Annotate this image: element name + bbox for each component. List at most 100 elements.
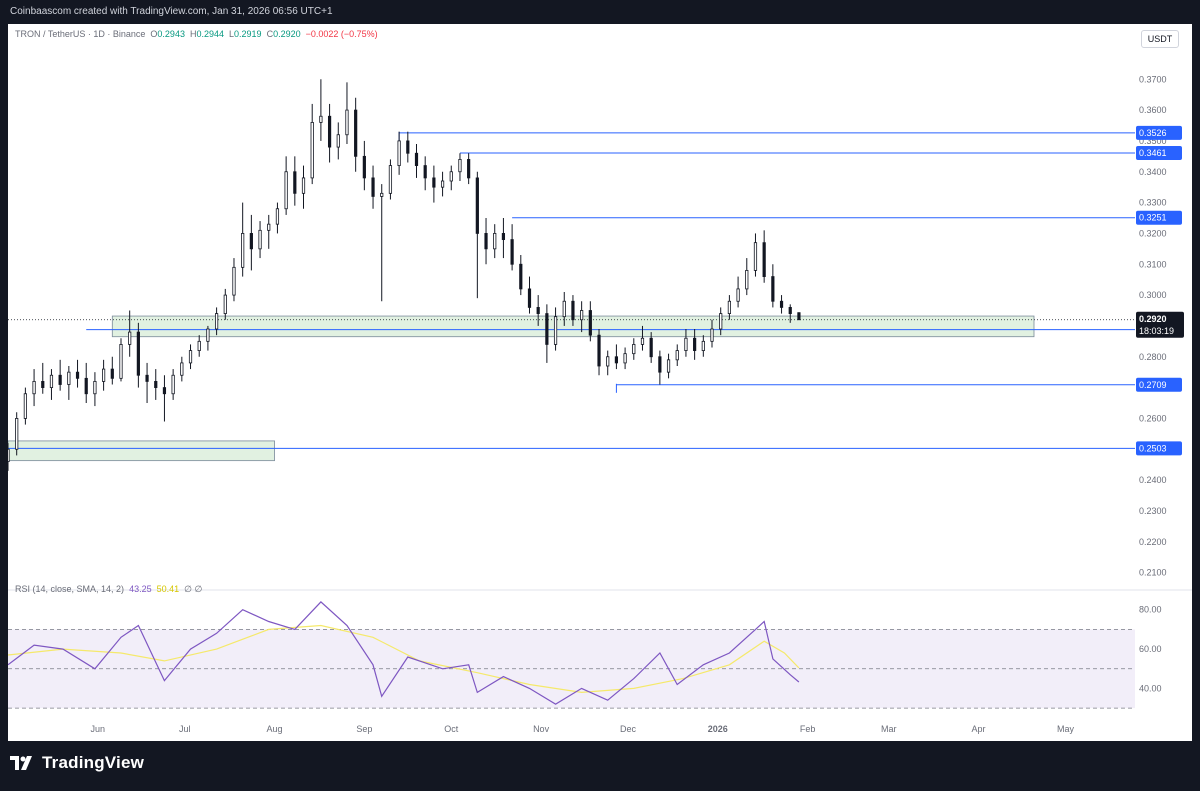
candle-body[interactable] (102, 368, 106, 382)
candle-body[interactable] (779, 300, 784, 308)
candle-body[interactable] (397, 140, 401, 166)
candle-body[interactable] (580, 310, 584, 321)
candle-body[interactable] (345, 109, 349, 136)
support-zone[interactable] (8, 440, 275, 462)
candle-body[interactable] (753, 242, 758, 271)
currency-button[interactable]: USDT (1141, 30, 1179, 48)
candle-body[interactable] (380, 192, 384, 197)
candle-body[interactable] (197, 340, 201, 351)
candle-body[interactable] (249, 233, 253, 250)
candle-body[interactable] (284, 171, 288, 210)
candle-body[interactable] (128, 331, 132, 345)
candle-body[interactable] (588, 310, 592, 336)
candle-body[interactable] (493, 233, 497, 250)
candle-body[interactable] (458, 159, 462, 173)
candle-body[interactable] (93, 381, 97, 395)
rsi-line[interactable] (8, 601, 800, 705)
candle-body[interactable] (162, 387, 167, 395)
candle-body[interactable] (736, 288, 740, 302)
candle-body[interactable] (214, 313, 219, 330)
candle-body[interactable] (110, 368, 114, 379)
candle-body[interactable] (710, 328, 714, 342)
candle-body[interactable] (501, 233, 506, 240)
candle-body[interactable] (675, 350, 679, 361)
candle-body[interactable] (649, 337, 653, 358)
candle-body[interactable] (32, 381, 36, 395)
candle-body[interactable] (301, 177, 306, 194)
candle-body[interactable] (771, 276, 775, 302)
candle-body[interactable] (423, 165, 427, 179)
candle-body[interactable] (484, 233, 488, 250)
candle-body[interactable] (23, 393, 27, 419)
candle-body[interactable] (145, 374, 149, 382)
candle-body[interactable] (527, 288, 532, 308)
candle-body[interactable] (58, 374, 62, 385)
candle-body[interactable] (701, 340, 705, 351)
candle-body[interactable] (327, 115, 332, 148)
candle-body[interactable] (406, 140, 410, 154)
candle-body[interactable] (171, 374, 175, 395)
candle-body[interactable] (536, 307, 540, 314)
candle-body[interactable] (258, 229, 262, 250)
candle-body[interactable] (510, 239, 514, 265)
candle-body[interactable] (336, 134, 340, 148)
candle-body[interactable] (467, 159, 471, 179)
candle-body[interactable] (597, 334, 601, 367)
candle-body[interactable] (519, 263, 523, 290)
candle-body[interactable] (232, 266, 236, 296)
chart-canvas[interactable]: 0.3700 0.3600 0.3500 0.3400 0.3300 0.3200 0.31… (8, 24, 1192, 741)
chart-panel[interactable]: 0.3700 0.3600 0.3500 0.3400 0.3300 0.3200 0.31… (8, 24, 1192, 741)
candle-body[interactable] (745, 270, 749, 290)
candle-body[interactable] (136, 331, 140, 376)
tradingview-logo[interactable]: TradingView (10, 753, 144, 773)
candle-body[interactable] (275, 208, 280, 225)
symbol-title[interactable]: TRON / TetherUS · 1D · Binance (15, 29, 146, 39)
candle-body[interactable] (84, 377, 88, 395)
candle-body[interactable] (371, 177, 375, 197)
candle-body[interactable] (119, 344, 123, 379)
candle-body[interactable] (449, 171, 453, 182)
candle-body[interactable] (267, 223, 271, 231)
candle-body[interactable] (180, 362, 184, 376)
candle-body[interactable] (319, 115, 323, 123)
candle-body[interactable] (75, 371, 80, 379)
candle-body[interactable] (241, 233, 245, 268)
candle-body[interactable] (606, 356, 610, 367)
candle-body[interactable] (310, 122, 314, 179)
candle-body[interactable] (553, 316, 558, 345)
candle-body[interactable] (354, 109, 358, 157)
rsi-sma-line[interactable] (8, 624, 800, 694)
candle-body[interactable] (475, 177, 479, 234)
candle-body[interactable] (49, 374, 54, 388)
candle-body[interactable] (693, 337, 697, 351)
candle-body[interactable] (623, 353, 627, 364)
candle-body[interactable] (614, 356, 619, 364)
candle-body[interactable] (571, 300, 575, 321)
candle-body[interactable] (293, 171, 297, 194)
candle-body[interactable] (388, 165, 393, 194)
rsi-label[interactable]: RSI (14, close, SMA, 14, 2) (15, 584, 125, 594)
candle-body[interactable] (666, 359, 671, 373)
candle-body[interactable] (8, 448, 10, 462)
candle-body[interactable] (562, 300, 566, 318)
candle-body[interactable] (762, 242, 766, 277)
candle-body[interactable] (684, 337, 688, 351)
candle-body[interactable] (632, 344, 636, 355)
candle-body[interactable] (223, 294, 227, 314)
candle-body[interactable] (545, 313, 549, 345)
candle-body[interactable] (432, 177, 436, 188)
candle-body[interactable] (440, 180, 445, 188)
candle-body[interactable] (67, 371, 71, 385)
candle-body[interactable] (658, 356, 662, 373)
candle-body[interactable] (788, 307, 792, 314)
candle-body[interactable] (15, 418, 19, 450)
candle-body[interactable] (188, 350, 193, 364)
candle-body[interactable] (719, 313, 723, 330)
candle-body[interactable] (362, 155, 366, 179)
candle-body[interactable] (797, 312, 801, 321)
candle-body[interactable] (727, 300, 731, 314)
candle-body[interactable] (640, 337, 645, 345)
candle-body[interactable] (41, 381, 45, 388)
candle-body[interactable] (414, 152, 419, 166)
candle-body[interactable] (206, 328, 210, 342)
